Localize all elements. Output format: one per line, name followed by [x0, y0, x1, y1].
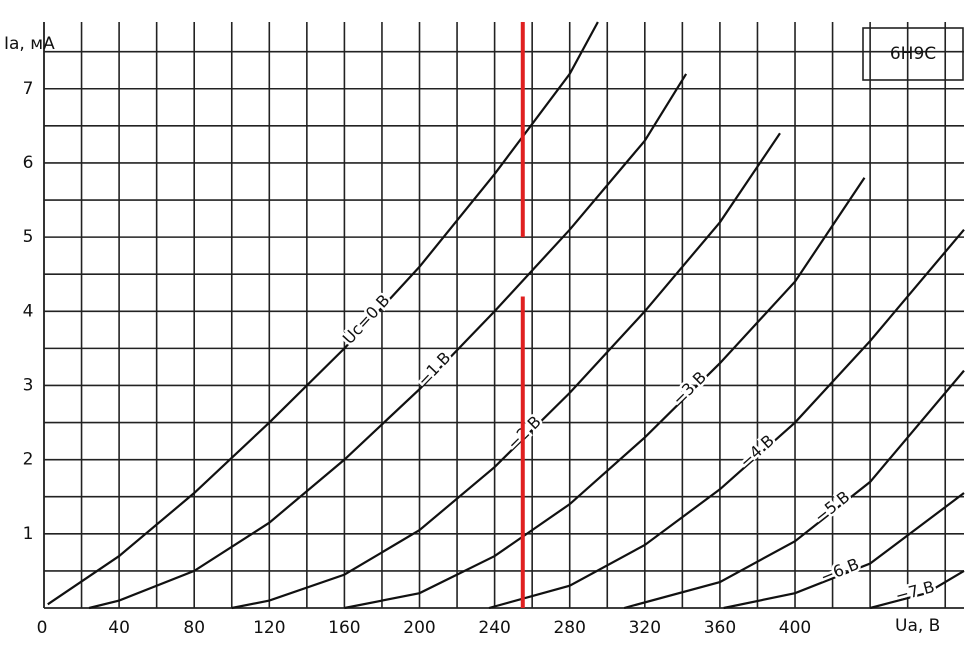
- y-tick-label: 1: [23, 524, 34, 544]
- y-tick-label: 7: [23, 79, 34, 99]
- curve: [488, 228, 965, 610]
- curve: [869, 569, 965, 610]
- curve: [47, 21, 599, 606]
- x-tick-label: 280: [553, 618, 585, 638]
- x-axis-label: Ua, В: [895, 616, 940, 636]
- title-box: [862, 27, 964, 81]
- x-tick-label: 200: [403, 618, 435, 638]
- x-tick-label: 0: [37, 618, 48, 638]
- chart-title: 6Н9С: [890, 44, 936, 64]
- y-tick-label: 5: [23, 227, 34, 247]
- x-tick-label: 320: [629, 618, 661, 638]
- curve-label: Uc=0 В: [339, 291, 394, 348]
- x-tick-label: 400: [779, 618, 811, 638]
- x-tick-label: 160: [328, 618, 360, 638]
- curve: [623, 369, 965, 610]
- x-tick-label: 80: [183, 618, 205, 638]
- x-tick-label: 120: [253, 618, 285, 638]
- curve: [344, 177, 866, 610]
- y-axis-label: Ia, мА: [4, 34, 55, 54]
- y-tick-label: 6: [23, 153, 34, 173]
- y-tick-label: 4: [23, 301, 34, 321]
- x-tick-label: 40: [108, 618, 130, 638]
- curve: [88, 73, 688, 610]
- x-tick-label: 360: [704, 618, 736, 638]
- y-tick-label: 2: [23, 450, 34, 470]
- x-tick-label: 240: [478, 618, 510, 638]
- curve-label: −7 В: [893, 577, 936, 605]
- y-tick-label: 3: [23, 375, 34, 395]
- curve-label: −6 В: [818, 554, 862, 586]
- curve: [723, 492, 965, 610]
- curve: [231, 132, 781, 610]
- curve-label: −3 В: [668, 367, 710, 408]
